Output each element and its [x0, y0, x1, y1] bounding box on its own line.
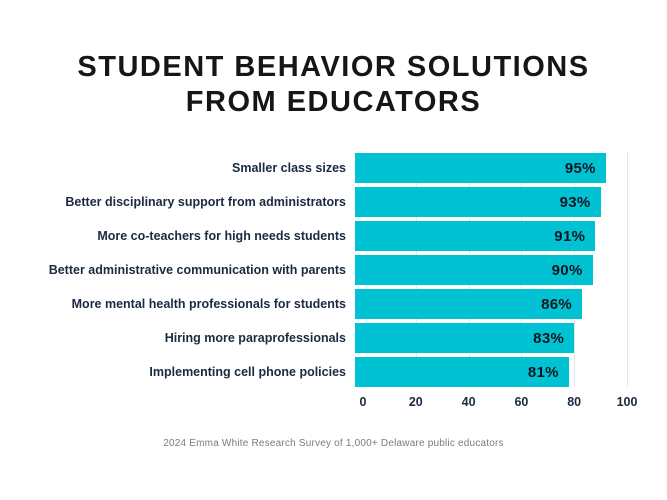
- bar-track: 81%: [355, 357, 619, 387]
- source-note: 2024 Emma White Research Survey of 1,000…: [163, 438, 504, 449]
- category-label: More mental health professionals for stu…: [71, 297, 346, 311]
- x-tick-label: 20: [408, 395, 423, 409]
- bar: 90%: [355, 255, 593, 285]
- bar: 91%: [355, 221, 596, 251]
- bar-row: Better administrative communication with…: [0, 255, 667, 285]
- bar-value-label: 90%: [551, 261, 583, 279]
- category-label: Better administrative communication with…: [48, 263, 346, 277]
- bar-row: Smaller class sizes 95%: [0, 153, 667, 183]
- bar-value-label: 93%: [559, 193, 591, 211]
- bar-value-label: 95%: [564, 159, 596, 177]
- bar-row: Implementing cell phone policies 81%: [0, 357, 667, 387]
- page-title-line2: FROM EDUCATORS: [185, 86, 482, 118]
- bar-track: 95%: [355, 153, 619, 183]
- x-tick-label: 80: [567, 395, 582, 409]
- category-label: Hiring more paraprofessionals: [164, 331, 346, 345]
- x-tick-label: 0: [359, 395, 367, 409]
- bar-track: 93%: [355, 187, 619, 217]
- category-label: Implementing cell phone policies: [149, 365, 346, 379]
- bar: 86%: [355, 289, 583, 319]
- bar-track: 83%: [355, 323, 619, 353]
- page-title: STUDENT BEHAVIOR SOLUTIONS FROM EDUCATOR…: [0, 50, 667, 120]
- x-tick-label: 60: [514, 395, 529, 409]
- bar: 95%: [355, 153, 606, 183]
- category-label: More co-teachers for high needs students: [97, 229, 346, 243]
- page-title-line1: STUDENT BEHAVIOR SOLUTIONS: [77, 51, 590, 83]
- bar-track: 90%: [355, 255, 619, 285]
- bar-value-label: 91%: [554, 227, 586, 245]
- bar-row: More co-teachers for high needs students…: [0, 221, 667, 251]
- x-axis: 0 20 40 60 80 100: [359, 395, 638, 411]
- bar-row: Better disciplinary support from adminis…: [0, 187, 667, 217]
- bar-track: 91%: [355, 221, 619, 251]
- bar-value-label: 86%: [541, 295, 573, 313]
- bar-value-label: 81%: [527, 363, 559, 381]
- bar: 83%: [355, 323, 575, 353]
- bar: 93%: [355, 187, 601, 217]
- gridline: [627, 153, 628, 387]
- category-label: Smaller class sizes: [232, 161, 346, 175]
- bar-track: 86%: [355, 289, 619, 319]
- x-tick-label: 40: [461, 395, 476, 409]
- bar: 81%: [355, 357, 569, 387]
- bar-chart: Smaller class sizes 95% Better disciplin…: [0, 153, 667, 409]
- bar-value-label: 83%: [533, 329, 565, 347]
- x-tick-label: 100: [616, 395, 638, 409]
- bar-row: Hiring more paraprofessionals 83%: [0, 323, 667, 353]
- category-label: Better disciplinary support from adminis…: [65, 195, 346, 209]
- bar-row: More mental health professionals for stu…: [0, 289, 667, 319]
